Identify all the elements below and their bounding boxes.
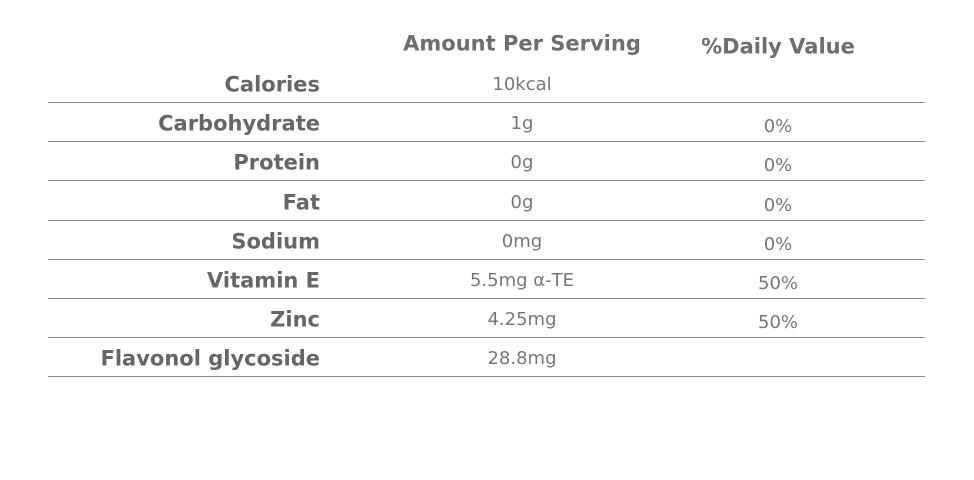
amount-cell: 0mg xyxy=(501,230,543,252)
daily-value-cell: 0% xyxy=(763,194,793,216)
daily-value-cell: 0% xyxy=(763,155,793,177)
amount-cell: 5.5mg α-TE xyxy=(469,270,575,291)
row-divider xyxy=(48,141,925,142)
amount-cell: 1g xyxy=(510,113,534,135)
nutrient-label: Zinc xyxy=(270,307,320,332)
daily-value-cell: 0% xyxy=(763,116,793,138)
row-divider xyxy=(48,102,925,103)
row-divider xyxy=(48,220,925,221)
amount-cell: 0g xyxy=(510,152,534,174)
nutrient-label: Sodium xyxy=(231,229,320,254)
amount-cell: 4.25mg xyxy=(487,309,557,331)
row-divider xyxy=(48,337,925,338)
nutrient-label: Fat xyxy=(282,190,320,215)
amount-cell: 0g xyxy=(510,191,534,213)
daily-value-cell: 50% xyxy=(757,273,799,294)
amount-cell: 28.8mg xyxy=(487,348,557,370)
nutrient-label: Vitamin E xyxy=(207,268,320,293)
column-header: Amount Per Serving xyxy=(403,31,641,56)
daily-value-cell: 50% xyxy=(757,312,799,334)
nutrient-label: Carbohydrate xyxy=(158,111,320,136)
amount-cell: 10kcal xyxy=(492,74,552,95)
daily-value-cell: 0% xyxy=(763,233,793,255)
row-divider xyxy=(48,180,925,181)
row-divider xyxy=(48,298,925,299)
column-header: %Daily Value xyxy=(701,34,855,59)
nutrient-label: Flavonol glycoside xyxy=(100,346,321,371)
nutrient-label: Calories xyxy=(224,72,320,97)
row-divider xyxy=(48,376,925,377)
nutrient-label: Protein xyxy=(233,150,320,175)
row-divider xyxy=(48,259,925,260)
